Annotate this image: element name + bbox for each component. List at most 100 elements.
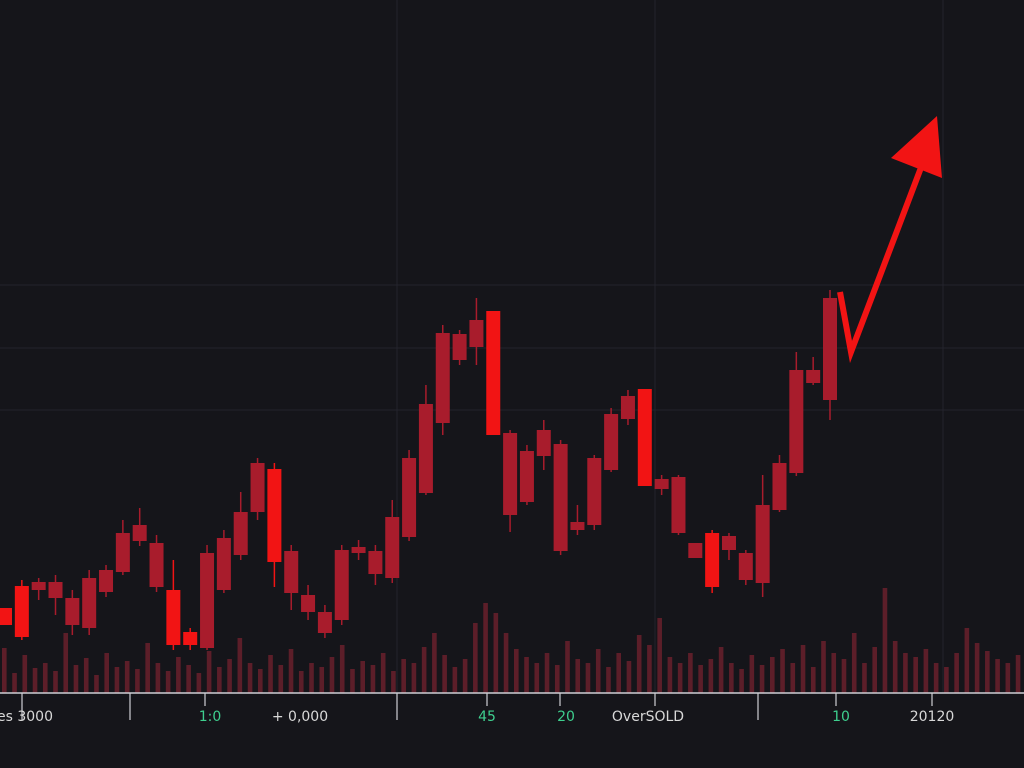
volume-bar bbox=[360, 661, 366, 693]
arrow-line bbox=[837, 163, 925, 364]
candle-body bbox=[65, 598, 80, 625]
volume-bar bbox=[135, 669, 140, 693]
volume-bar bbox=[83, 658, 89, 693]
volume-bar bbox=[636, 635, 642, 693]
candle-body bbox=[469, 320, 484, 347]
volume-bar bbox=[32, 668, 38, 693]
bottom-label: + 0,000 bbox=[272, 709, 328, 725]
candle-body bbox=[486, 311, 501, 435]
volume-bar bbox=[565, 641, 570, 693]
candle-body bbox=[452, 334, 467, 360]
volume-bar bbox=[104, 653, 110, 693]
volume-bar bbox=[524, 657, 529, 693]
candle-body bbox=[620, 396, 635, 419]
volume-bar bbox=[1005, 663, 1011, 693]
volume-bar bbox=[411, 663, 417, 693]
candle-body bbox=[789, 370, 804, 473]
volume-bar bbox=[155, 663, 161, 693]
volume-bar bbox=[544, 653, 550, 693]
volume-bar bbox=[176, 657, 181, 693]
candle-body bbox=[637, 389, 652, 486]
bottom-label: 1:0 bbox=[199, 709, 222, 725]
bottom-label: 45 bbox=[478, 709, 496, 725]
volume-bar bbox=[165, 671, 171, 693]
volume-bar bbox=[350, 669, 355, 693]
volume-bar bbox=[12, 673, 17, 693]
volume-bar bbox=[42, 663, 48, 693]
candle-body bbox=[0, 608, 12, 625]
volume-bar bbox=[329, 657, 335, 693]
volume-bar bbox=[841, 659, 847, 693]
volume-bar bbox=[831, 653, 837, 693]
candle-body bbox=[183, 632, 198, 645]
candle-body bbox=[654, 479, 669, 489]
volume-bar bbox=[452, 667, 458, 693]
candle-layer bbox=[0, 290, 837, 650]
volume-bar bbox=[698, 665, 703, 693]
candle-body bbox=[587, 458, 602, 525]
volume-bar bbox=[759, 665, 765, 693]
volume-bar bbox=[739, 669, 744, 693]
volume-bar bbox=[268, 655, 273, 693]
volume-bar bbox=[851, 633, 857, 693]
candle-body bbox=[823, 298, 837, 400]
volume-bar bbox=[872, 647, 878, 693]
candle-body bbox=[806, 370, 821, 383]
volume-bar bbox=[923, 649, 929, 693]
volume-bar bbox=[933, 663, 939, 693]
volume-bar bbox=[73, 665, 79, 693]
candle-body bbox=[115, 533, 130, 572]
volume-bar bbox=[985, 651, 990, 693]
candle-body bbox=[334, 550, 349, 620]
candle-body bbox=[149, 543, 164, 587]
volume-bar bbox=[954, 653, 959, 693]
trend-arrow bbox=[837, 116, 942, 364]
volume-bar bbox=[862, 663, 867, 693]
candle-body bbox=[705, 533, 720, 587]
volume-bar bbox=[339, 645, 345, 693]
volume-bar bbox=[974, 643, 980, 693]
candle-body bbox=[301, 595, 316, 612]
volume-bar bbox=[913, 657, 918, 693]
volume-bar bbox=[821, 641, 826, 693]
volume-bar bbox=[442, 655, 447, 693]
volume-bar bbox=[206, 651, 212, 693]
bottom-label: 20120 bbox=[910, 709, 955, 725]
arrow-head bbox=[891, 116, 942, 178]
volume-bar bbox=[718, 647, 724, 693]
candle-body bbox=[604, 414, 619, 470]
candle-body bbox=[48, 582, 63, 598]
candle-body bbox=[536, 430, 551, 456]
volume-bar bbox=[196, 673, 202, 693]
volume-bar bbox=[370, 665, 376, 693]
volume-bar bbox=[647, 645, 652, 693]
volume-bar bbox=[892, 641, 898, 693]
volume-bar bbox=[995, 659, 1000, 693]
candle-body bbox=[368, 551, 383, 574]
volume-bar bbox=[391, 671, 396, 693]
volume-bar bbox=[309, 663, 314, 693]
volume-bar bbox=[114, 667, 120, 693]
volume-bar bbox=[708, 659, 714, 693]
candle-body bbox=[284, 551, 299, 593]
volume-bar bbox=[554, 665, 560, 693]
candle-body bbox=[570, 522, 585, 530]
volume-bar bbox=[944, 667, 949, 693]
candle-body bbox=[688, 543, 703, 558]
volume-bar bbox=[258, 669, 263, 693]
candle-body bbox=[82, 578, 97, 628]
volume-bar bbox=[493, 613, 499, 693]
grid bbox=[0, 0, 1024, 693]
volume-bar bbox=[94, 675, 99, 693]
candle-body bbox=[772, 463, 787, 510]
volume-bar bbox=[2, 648, 7, 693]
volume-bar bbox=[882, 588, 888, 693]
volume-bar bbox=[124, 661, 130, 693]
bottom-label: es 3000 bbox=[0, 709, 53, 725]
volume-bar bbox=[534, 663, 540, 693]
volume-bar bbox=[749, 655, 755, 693]
volume-bar bbox=[432, 633, 437, 693]
candle-body bbox=[519, 451, 534, 502]
bottom-label: 10 bbox=[832, 709, 850, 725]
